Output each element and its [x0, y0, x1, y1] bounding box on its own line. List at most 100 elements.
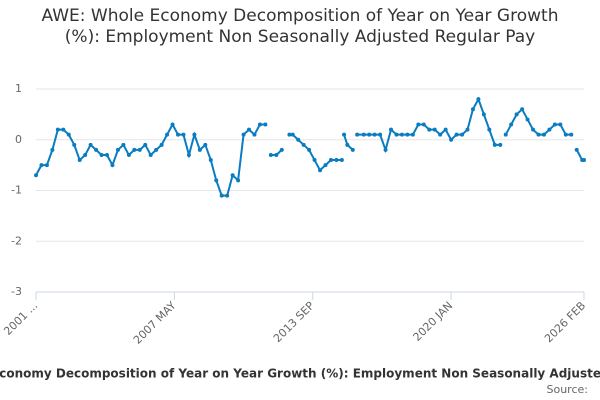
point [170, 122, 175, 127]
point [536, 132, 541, 137]
point [186, 152, 191, 157]
y-tick-label: 0 [15, 133, 22, 146]
point [481, 112, 486, 117]
point [569, 132, 574, 137]
point [574, 147, 579, 152]
point [367, 132, 372, 137]
point [339, 158, 344, 163]
point [454, 132, 459, 137]
point [274, 152, 279, 157]
point [460, 132, 465, 137]
point [121, 142, 126, 147]
point [470, 107, 475, 112]
point [132, 147, 137, 152]
point [476, 97, 481, 102]
point [334, 158, 339, 163]
point [498, 142, 503, 147]
point [410, 132, 415, 137]
point [181, 132, 186, 137]
x-tick-label: 2026 FEB [542, 299, 588, 345]
y-tick-label: -1 [11, 184, 22, 197]
point [230, 173, 235, 178]
point [503, 132, 508, 137]
point [247, 127, 252, 132]
point [94, 147, 99, 152]
point [323, 163, 328, 168]
point [389, 127, 394, 132]
point [99, 152, 104, 157]
point [318, 168, 323, 173]
point [487, 127, 492, 132]
point [197, 147, 202, 152]
x-tick-label: 2020 JAN [411, 299, 456, 344]
point [520, 107, 525, 112]
point [110, 163, 115, 168]
point [176, 132, 181, 137]
point [257, 122, 262, 127]
point [39, 163, 44, 168]
point [50, 147, 55, 152]
point [378, 132, 383, 137]
point [383, 147, 388, 152]
point [582, 158, 586, 163]
point [252, 132, 257, 137]
point [279, 147, 284, 152]
point [355, 132, 360, 137]
point [301, 142, 306, 147]
point [328, 158, 333, 163]
point [541, 132, 546, 137]
point [525, 117, 530, 122]
x-tick-label: 2013 SEP [271, 299, 317, 345]
point [438, 132, 443, 137]
point [287, 132, 292, 137]
x-tick-label: 2001 ... [1, 299, 40, 338]
point [34, 173, 38, 178]
point [154, 147, 159, 152]
x-axis-label: AWE: Whole Economy Decomposition of Year… [0, 367, 600, 381]
point [558, 122, 563, 127]
point [263, 122, 268, 127]
point [531, 127, 536, 132]
y-tick-label: 1 [15, 82, 22, 95]
point [372, 132, 377, 137]
point [416, 122, 421, 127]
point [241, 132, 246, 137]
point [547, 127, 552, 132]
point [236, 178, 241, 183]
y-tick-label: -3 [11, 285, 22, 298]
line [35, 96, 584, 197]
point [350, 147, 355, 152]
point [563, 132, 568, 137]
point [61, 127, 66, 132]
point [449, 137, 454, 142]
point [443, 127, 448, 132]
point [225, 193, 230, 198]
point [405, 132, 410, 137]
point [399, 132, 404, 137]
point [421, 122, 426, 127]
source: Source: [547, 383, 589, 396]
chart-title: AWE: Whole Economy Decomposition of Year… [41, 6, 559, 47]
point [214, 178, 219, 183]
point [137, 147, 142, 152]
point [44, 163, 49, 168]
point [115, 147, 120, 152]
point [203, 142, 208, 147]
point [192, 132, 197, 137]
x-tick-label: 2007 MAY [131, 299, 179, 347]
point [432, 127, 437, 132]
point [307, 147, 312, 152]
point [208, 158, 213, 163]
y-tick-label: -2 [11, 234, 22, 247]
point [66, 132, 71, 137]
point [465, 127, 470, 132]
point [312, 158, 317, 163]
point [72, 142, 77, 147]
point [88, 142, 93, 147]
point [394, 132, 399, 137]
point [345, 142, 350, 147]
point [165, 132, 170, 137]
point [105, 152, 110, 157]
